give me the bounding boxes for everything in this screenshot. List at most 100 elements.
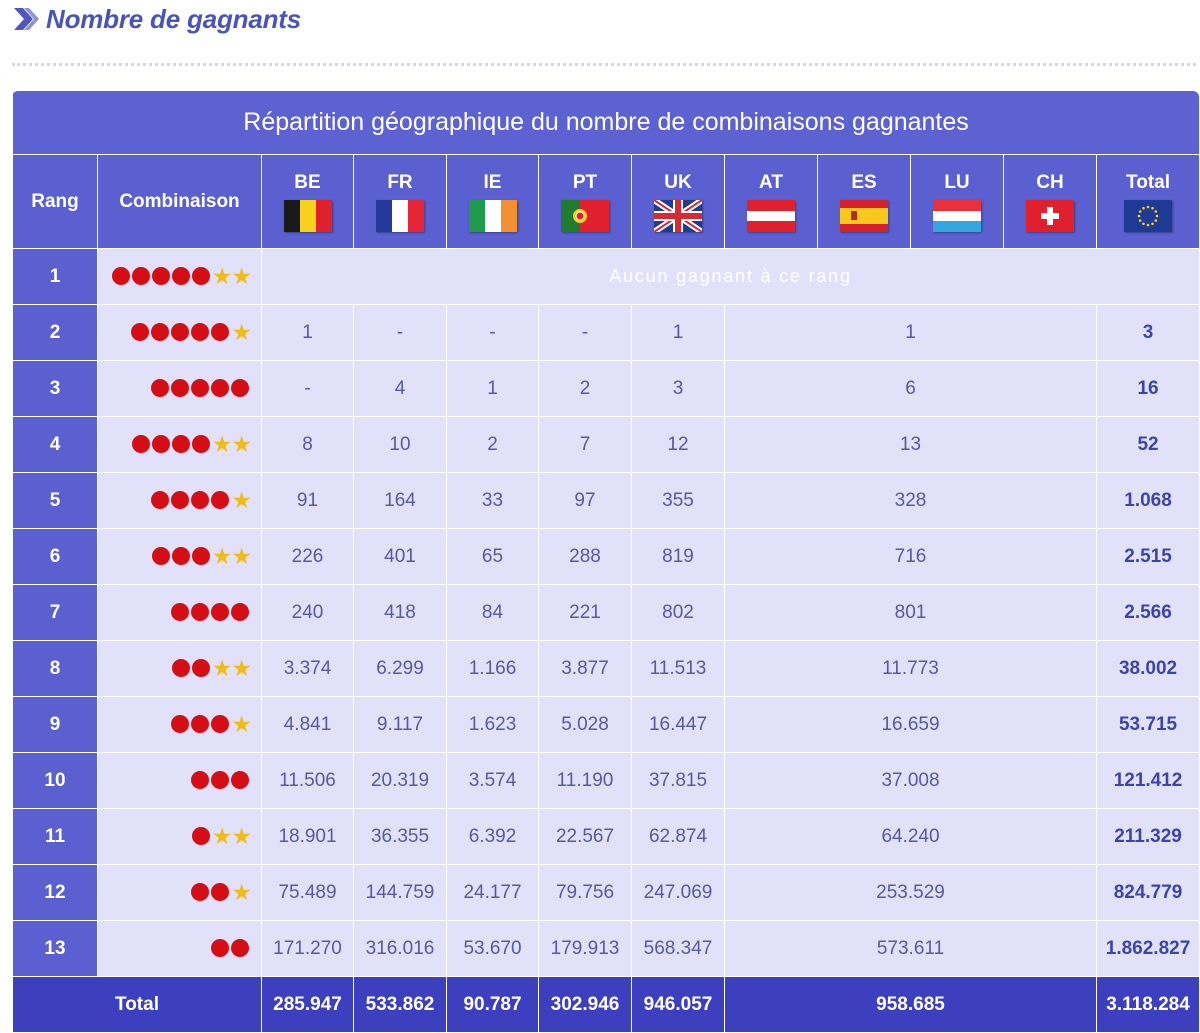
cell-fr: - — [353, 304, 447, 361]
country-code: ES — [851, 171, 877, 193]
cell-ie: 3.574 — [446, 752, 539, 809]
cell-uk: 355 — [631, 472, 725, 529]
combination-cell: ★★ — [97, 808, 262, 865]
table-row: 11 ★★ 18.901 36.355 6.392 22.567 62.874 64.240 2… — [12, 808, 1199, 865]
cell-ie: 24.177 — [446, 864, 539, 921]
table-row: 5 ★ 91 164 33 97 355 328 1.068 — [12, 472, 1199, 529]
rang-cell: 2 — [12, 304, 98, 361]
cell-uk: 12 — [631, 416, 725, 473]
star-icon: ★ — [211, 543, 233, 570]
red-ball-icon — [211, 883, 230, 902]
red-ball-icon — [211, 379, 229, 398]
cell-fr: 401 — [353, 528, 447, 585]
combination-cell: ★ — [97, 472, 262, 529]
cell-uk: 247.069 — [631, 864, 725, 921]
cell-fr: 144.759 — [353, 864, 447, 921]
col-header-combinaison: Combinaison — [97, 154, 262, 249]
red-ball-icon — [211, 603, 229, 622]
combination-cell — [97, 752, 262, 809]
red-ball-icon — [231, 603, 249, 622]
red-ball-icon — [231, 379, 249, 398]
flag-ireland-icon — [468, 199, 517, 232]
col-header-at: AT — [724, 154, 818, 249]
combination-cell: ★★ — [97, 528, 262, 585]
cell-uk: 16.447 — [631, 696, 725, 753]
cell-total: 211.329 — [1095, 808, 1199, 865]
red-ball-icon — [211, 771, 229, 790]
rang-cell: 10 — [12, 752, 98, 809]
red-ball-icon — [191, 715, 210, 734]
red-ball-icon — [151, 491, 170, 510]
table-title: Répartition géographique du nombre de co… — [12, 91, 1199, 155]
red-ball-icon — [211, 939, 229, 958]
star-icon: ★ — [231, 655, 252, 682]
red-ball-icon — [171, 267, 190, 286]
col-header-rang: Rang — [12, 154, 98, 249]
cell-uk: 1 — [631, 304, 725, 361]
star-icon: ★ — [231, 487, 252, 514]
combination-cell: ★ — [97, 304, 262, 361]
total-be: 285.947 — [261, 976, 354, 1033]
cell-total: 2.515 — [1095, 528, 1199, 585]
cell-fr: 9.117 — [353, 696, 447, 753]
red-ball-icon — [151, 323, 170, 342]
cell-total: 2.566 — [1095, 584, 1199, 641]
cell-merged: 6 — [724, 360, 1097, 417]
star-icon: ★ — [231, 431, 252, 458]
total-uk: 946.057 — [631, 976, 725, 1033]
red-ball-icon — [171, 603, 189, 622]
cell-merged: 16.659 — [724, 696, 1097, 753]
dotted-divider — [12, 63, 1196, 66]
cell-merged: 716 — [724, 528, 1097, 585]
flag-belgium-icon — [283, 199, 332, 232]
red-ball-icon — [191, 827, 210, 846]
cell-be: 91 — [261, 472, 354, 529]
star-icon: ★ — [211, 263, 233, 290]
red-ball-icon — [191, 659, 210, 678]
rang-cell: 6 — [12, 528, 98, 585]
cell-ie: 1 — [446, 360, 539, 417]
flag-eu-icon — [1124, 199, 1173, 232]
cell-be: 3.374 — [261, 640, 354, 697]
red-ball-icon — [191, 771, 209, 790]
cell-ie: 2 — [446, 416, 539, 473]
cell-ie: 33 — [446, 472, 539, 529]
cell-fr: 418 — [353, 584, 447, 641]
cell-merged: 573.611 — [724, 920, 1097, 977]
no-winner-message: Aucun gagnant à ce rang — [260, 248, 1199, 305]
col-header-es: ES — [817, 154, 911, 249]
red-ball-icon — [231, 771, 249, 790]
total-header-label: Total — [1126, 171, 1171, 193]
cell-total: 38.002 — [1095, 640, 1199, 697]
cell-total: 16 — [1095, 360, 1199, 417]
combination-cell: ★★ — [97, 248, 262, 305]
flag-france-icon — [376, 199, 424, 232]
flag-spain-icon — [840, 199, 888, 232]
cell-pt: 7 — [538, 416, 632, 473]
cell-ie: - — [446, 304, 539, 361]
star-icon: ★ — [211, 823, 233, 850]
star-icon: ★ — [211, 655, 233, 682]
cell-fr: 4 — [353, 360, 447, 417]
red-ball-icon — [131, 323, 150, 342]
cell-be: - — [261, 360, 354, 417]
col-header-total: Total — [1095, 154, 1199, 249]
star-icon: ★ — [231, 823, 252, 850]
red-ball-icon — [191, 435, 210, 454]
cell-total: 53.715 — [1095, 696, 1199, 753]
country-code: PT — [572, 171, 598, 193]
country-code: AT — [759, 171, 783, 193]
table-row: 2 ★ 1- - -1 1 3 — [12, 304, 1199, 361]
country-code: LU — [944, 171, 970, 193]
cell-merged: 13 — [724, 416, 1097, 473]
red-ball-icon — [151, 435, 170, 454]
cell-be: 240 — [261, 584, 354, 641]
star-icon: ★ — [231, 711, 252, 738]
red-ball-icon — [191, 379, 209, 398]
table-row: 9 ★ 4.841 9.117 1.623 5.028 16.447 16.659 53.715 — [12, 696, 1199, 753]
rang-cell: 3 — [12, 360, 98, 417]
cell-pt: 5.028 — [538, 696, 632, 753]
cell-uk: 819 — [631, 528, 725, 585]
country-code: FR — [387, 171, 413, 193]
table-row: 1 ★★ Aucun gagnant à ce rang — [12, 248, 1199, 305]
